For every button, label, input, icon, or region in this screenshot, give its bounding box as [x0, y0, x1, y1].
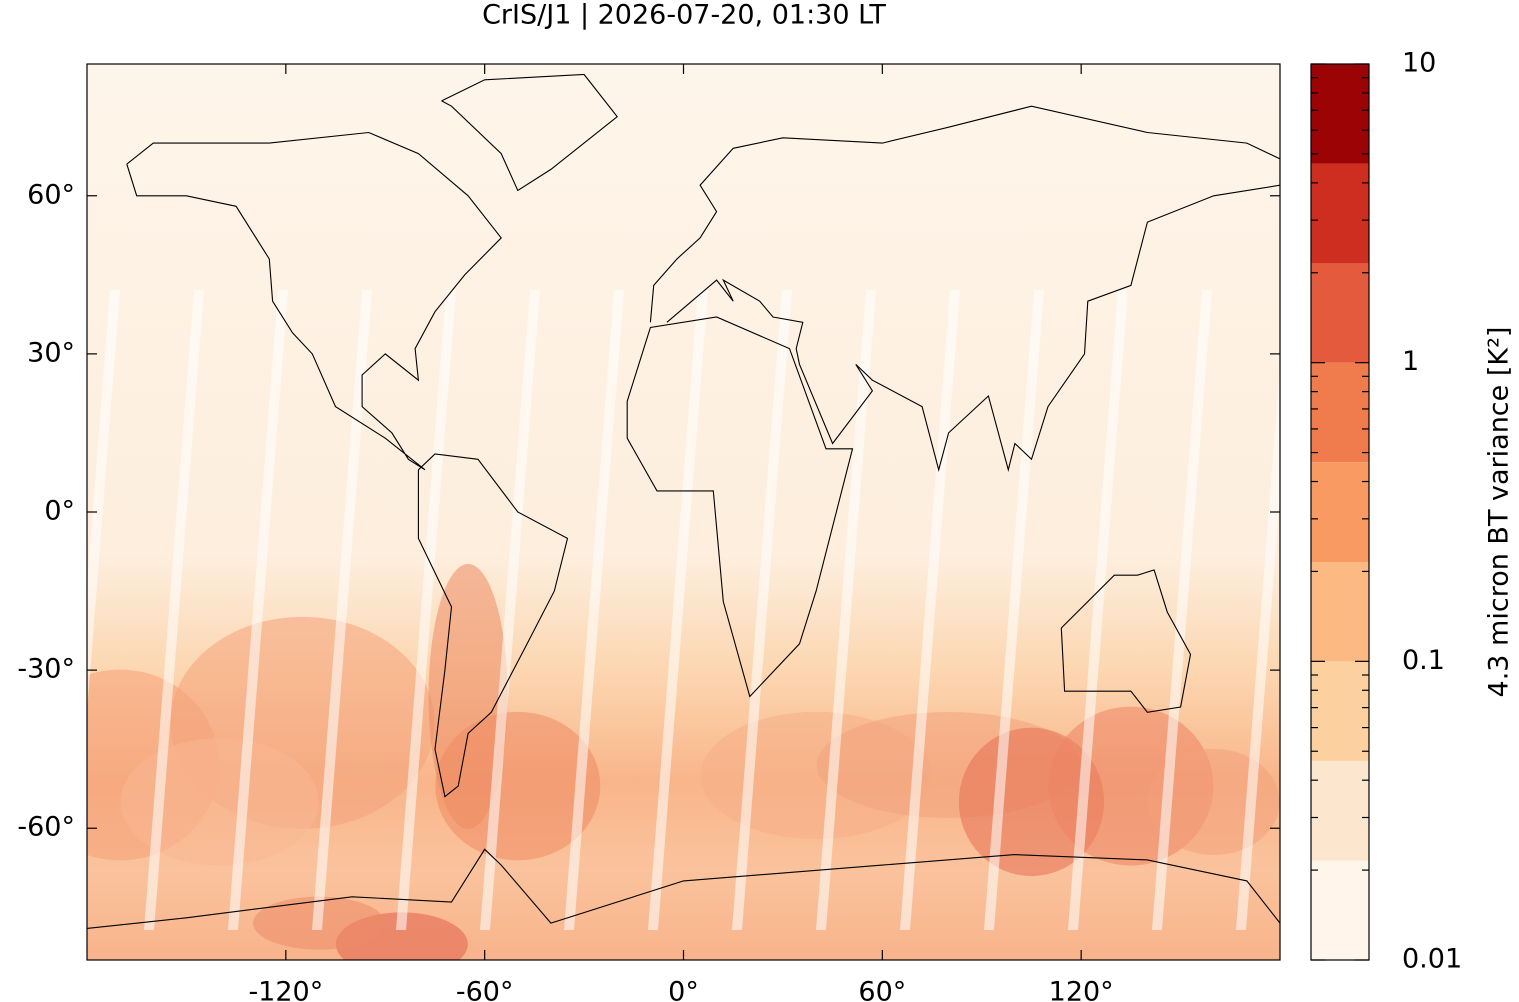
orbit-gap [312, 290, 372, 930]
x-tick-label: -120° [248, 977, 323, 1002]
coastline [441, 73, 618, 192]
x-tick-label: 60° [858, 977, 906, 1002]
colorbar-level [1311, 64, 1369, 164]
colorbar-tick-label: 1 [1402, 346, 1419, 377]
colorbar-tick-label: 10 [1402, 48, 1436, 79]
coastline [417, 453, 569, 798]
orbit-gap [900, 290, 960, 930]
y-tick-label: -30° [17, 654, 75, 685]
orbit-gap [396, 290, 456, 930]
orbit-gap [816, 290, 876, 930]
colorbar-frame [1310, 63, 1370, 961]
orbit-gap [144, 290, 204, 930]
orbit-gap [648, 290, 708, 930]
orbit-gap [1236, 366, 1280, 930]
x-tick-label: -60° [456, 977, 514, 1002]
coastline [649, 105, 1280, 472]
orbit-gap [1068, 290, 1128, 930]
colorbar-level [1311, 562, 1369, 662]
orbit-gap [1152, 290, 1212, 930]
orbit-gap [228, 290, 288, 930]
colorbar-label: 4.3 micron BT variance [K²] [1484, 327, 1515, 698]
coastline [87, 848, 1280, 929]
y-tick-label: -60° [17, 812, 75, 843]
coastline [126, 131, 502, 471]
colorbar-level [1311, 661, 1369, 761]
colorbar-level [1311, 760, 1369, 861]
colorbar-level [1311, 860, 1369, 960]
orbit-gap [564, 290, 624, 930]
orbit-gap [984, 290, 1044, 930]
coastline [626, 316, 854, 698]
x-tick-label: 0° [668, 977, 699, 1002]
map-area [87, 64, 1280, 960]
y-tick-label: 60° [27, 179, 75, 210]
colorbar-tick-label: 0.01 [1402, 944, 1462, 975]
x-tick-label: 120° [1049, 977, 1114, 1002]
y-tick-label: 0° [44, 496, 75, 527]
orbit-gap [732, 290, 792, 930]
chart-title: CrIS/J1 | 2026-07-20, 01:30 LT [482, 0, 886, 31]
y-tick-label: 30° [27, 337, 75, 368]
colorbar-level [1311, 462, 1369, 563]
orbit-gap [87, 290, 120, 713]
colorbar-level [1311, 163, 1369, 264]
colorbar-level [1311, 263, 1369, 363]
orbit-gap [480, 290, 540, 930]
field-blob [120, 738, 319, 866]
field-blob [435, 711, 601, 861]
colorbar-tick-label: 0.1 [1402, 645, 1445, 676]
colorbar-level [1311, 362, 1369, 463]
coastline [1060, 569, 1192, 713]
